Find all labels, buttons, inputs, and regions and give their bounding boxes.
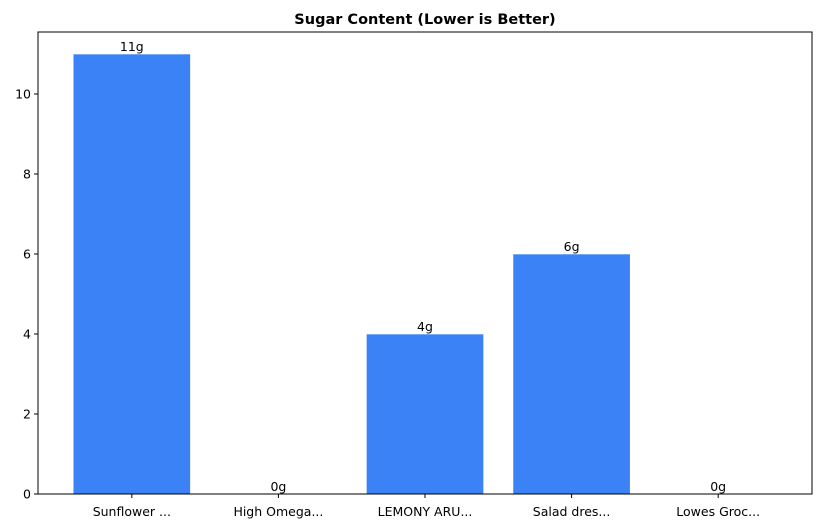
y-tick-label: 2 xyxy=(23,407,31,422)
y-tick-label: 0 xyxy=(23,487,31,502)
bar xyxy=(366,333,484,495)
x-tick-label: Sunflower ... xyxy=(93,504,171,519)
plot-frame xyxy=(37,31,813,495)
y-tick-label: 4 xyxy=(23,327,31,342)
x-tick-label: LEMONY ARU... xyxy=(378,504,473,519)
y-tick-label: 8 xyxy=(23,167,31,182)
data-label: 4g xyxy=(417,319,433,334)
data-label: 6g xyxy=(564,239,580,254)
x-tick-label: Salad dres... xyxy=(533,504,611,519)
y-tick-label: 6 xyxy=(23,247,31,262)
data-label: 11g xyxy=(120,39,144,54)
data-label: 0g xyxy=(270,479,286,494)
bar xyxy=(512,253,631,495)
chart-title: Sugar Content (Lower is Better) xyxy=(294,12,555,28)
y-tick-label: 10 xyxy=(15,87,31,102)
x-tick-label: Lowes Groc... xyxy=(676,504,760,519)
x-tick-label: High Omega... xyxy=(233,504,323,519)
data-label: 0g xyxy=(710,479,726,494)
bar xyxy=(72,53,191,495)
